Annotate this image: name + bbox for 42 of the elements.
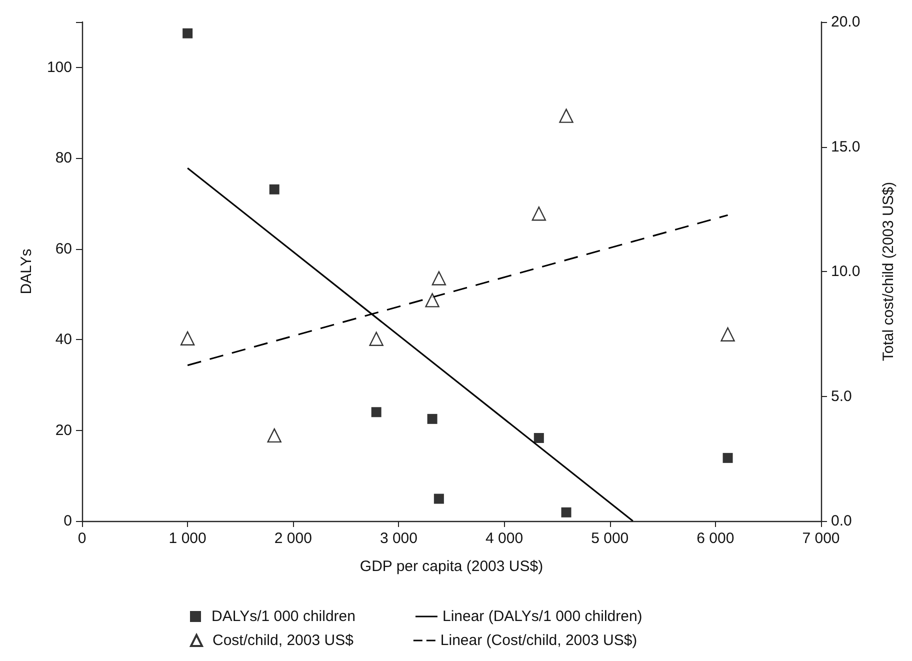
legend-label: Linear (Cost/child, 2003 US$) [440, 632, 638, 649]
point [722, 452, 733, 463]
point [369, 332, 384, 346]
y-axis-title: DALYs [18, 248, 35, 294]
point [425, 293, 440, 308]
x-tick-label: 2 000 [274, 530, 312, 547]
point [182, 28, 193, 38]
y2-tick-label: 15.0 [831, 138, 860, 156]
point [561, 507, 572, 518]
y2-tick-label: 0.0 [831, 512, 852, 530]
x-axis-title: GDP per capita (2003 US$) [360, 558, 544, 575]
x-tick-label: 3 000 [380, 530, 418, 547]
x-tick-label: 4 000 [486, 530, 524, 547]
point [371, 407, 382, 418]
y-tick-label: 100 [46, 58, 72, 76]
point [534, 432, 544, 443]
y-tick-label: 20 [55, 422, 72, 439]
point [180, 331, 195, 346]
y2-axis-title: Total cost/child (2003 US$) [880, 182, 897, 362]
point [269, 184, 280, 194]
point [532, 206, 546, 221]
legend-label: Linear (DALYs/1 000 children) [442, 608, 642, 625]
legend-label: Cost/child, 2003 US$ [212, 632, 354, 649]
y-tick-label: 60 [55, 240, 72, 258]
y-tick-label: 80 [55, 150, 72, 167]
y2-tick-label: 20.0 [831, 14, 860, 30]
point [434, 494, 444, 504]
y-tick-label: 0 [64, 512, 72, 530]
y2-tick-label: 10.0 [831, 263, 860, 280]
point [559, 108, 574, 123]
x-tick-label: 5 000 [591, 530, 629, 547]
point [432, 271, 446, 286]
x-tick-label: 6 000 [696, 530, 734, 547]
y2-tick-label: 5.0 [831, 388, 852, 405]
legend-label: DALYs/1 000 children [212, 608, 356, 625]
point [267, 428, 282, 443]
x-tick-label: 0 [78, 530, 86, 547]
point [427, 414, 438, 424]
y-tick-label: 40 [55, 331, 72, 348]
x-tick-label: 1 000 [168, 530, 206, 547]
point [720, 327, 735, 342]
x-tick-label: 7 000 [802, 530, 840, 547]
